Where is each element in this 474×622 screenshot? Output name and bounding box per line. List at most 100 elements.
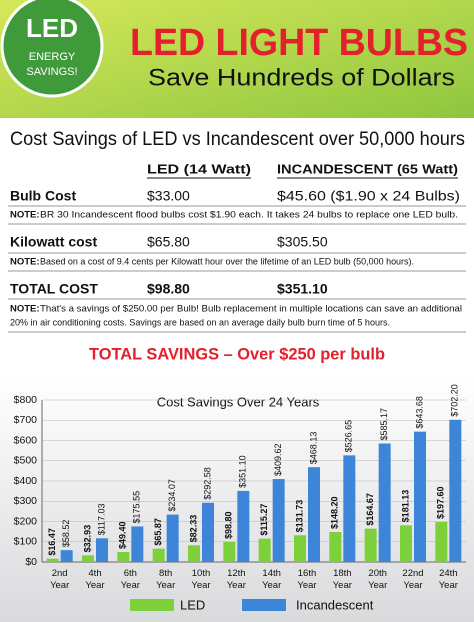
value-label: $148.20 (330, 496, 340, 529)
bar (449, 419, 462, 562)
bar (364, 528, 377, 562)
value-label: $32.93 (82, 525, 92, 553)
x-tick-label: 24th Year (439, 568, 458, 591)
value-label: $702.20 (450, 384, 460, 417)
bar (202, 502, 214, 562)
led-cost: $98.80 (147, 281, 190, 297)
x-tick-label: 16th Year (297, 568, 316, 591)
x-tick-label: 10th Year (191, 568, 210, 591)
y-tick-label: $400 (14, 475, 38, 487)
row-label: Kilowatt cost (10, 234, 97, 250)
value-label: $292.58 (202, 467, 212, 500)
bar (435, 521, 448, 562)
x-tick-label: 8th Year (156, 568, 175, 591)
bar (237, 490, 250, 562)
incandescent-cost: $45.60 ($1.90 x 24 Bulbs) (277, 188, 460, 204)
badge-text: ENERGY (29, 51, 76, 63)
row-label: Bulb Cost (10, 188, 76, 204)
note: 20% in air conditioning costs. Savings a… (10, 318, 390, 329)
value-label: $409.62 (273, 444, 283, 477)
bar (272, 479, 285, 562)
table-title: Cost Savings of LED vs Incandescent over… (10, 129, 465, 150)
value-label: $49.40 (118, 521, 128, 549)
bar (400, 525, 412, 562)
bar (117, 551, 130, 562)
badge-text: SAVINGS! (26, 66, 77, 78)
value-label: $175.55 (132, 491, 142, 524)
y-tick-label: $600 (14, 434, 38, 446)
legend-swatch (242, 599, 286, 611)
bar (223, 541, 236, 562)
x-tick-label: 22nd Year (402, 568, 423, 591)
row-label: TOTAL COST (10, 281, 98, 297)
value-label: $468.13 (308, 432, 318, 465)
value-label: $181.13 (400, 490, 410, 523)
chart: Cost Savings Over 24 Years $0 $100 $200 $30… (14, 384, 466, 612)
value-label: $117.03 (96, 503, 106, 535)
value-label: $82.33 (188, 515, 198, 543)
y-tick-label: $700 (14, 414, 38, 426)
bar (329, 531, 342, 562)
value-label: $58.52 (61, 520, 71, 548)
bar (152, 548, 165, 562)
value-label: $98.80 (224, 511, 234, 539)
incandescent-cost: $305.50 (277, 234, 328, 250)
y-tick-label: $300 (14, 495, 38, 507)
legend-label: Incandescent (296, 597, 374, 612)
value-label: $65.87 (153, 518, 163, 546)
bar (60, 550, 73, 562)
savings-banner: TOTAL SAVINGS – Over $250 per bulb (89, 344, 385, 363)
value-label: $164.67 (365, 493, 375, 526)
x-tick-label: 2nd Year (50, 568, 69, 591)
badge-text: LED (26, 13, 78, 43)
incandescent-cost: $351.10 (277, 281, 328, 297)
subtitle: Save Hundreds of Dollars (148, 64, 455, 91)
y-tick-label: $500 (14, 455, 38, 467)
value-label: $234.07 (167, 479, 177, 512)
legend-label: LED (180, 597, 205, 612)
bar (96, 538, 108, 562)
x-tick-label: 14th Year (262, 568, 281, 591)
note: Based on a cost of 9.4 cents per Kilowat… (40, 257, 414, 268)
led-cost: $33.00 (147, 188, 190, 204)
bar (343, 455, 356, 562)
led-cost: $65.80 (147, 234, 190, 250)
x-tick-label: 6th Year (121, 568, 140, 591)
note-label: NOTE: (10, 257, 40, 268)
bar (294, 535, 306, 562)
value-label: $585.17 (379, 408, 389, 441)
y-tick-label: $100 (14, 536, 38, 548)
bar (82, 555, 94, 562)
bar (414, 431, 426, 562)
x-tick-label: 4th Year (85, 568, 104, 591)
note-label: NOTE: (10, 210, 40, 221)
bar (166, 514, 179, 562)
value-label: $526.65 (344, 420, 354, 453)
bar (308, 467, 320, 562)
x-tick-label: 20th Year (368, 568, 387, 591)
bar (258, 538, 271, 562)
bar (46, 558, 59, 562)
bar (188, 545, 200, 562)
value-label: $131.73 (294, 500, 304, 533)
y-tick-label: $200 (14, 515, 38, 527)
value-label: $197.60 (436, 486, 446, 519)
note: BR 30 Incandescent flood bulbs cost $1.9… (40, 210, 458, 221)
note-label: NOTE: (10, 304, 40, 315)
badge (0, 0, 104, 98)
x-tick-label: 12th Year (227, 568, 246, 591)
title: LED LIGHT BULBS (130, 22, 468, 64)
y-tick-label: $0 (25, 556, 37, 568)
x-tick-label: 18th Year (333, 568, 352, 591)
bar (378, 443, 391, 562)
value-label: $16.47 (47, 528, 57, 556)
column-header: LED (14 Watt) (147, 161, 251, 176)
chart-title: Cost Savings Over 24 Years (157, 394, 320, 409)
y-tick-label: $800 (14, 394, 38, 406)
value-label: $351.10 (238, 455, 248, 488)
note: That's a savings of $250.00 per Bulb! Bu… (40, 304, 462, 315)
value-label: $643.68 (414, 396, 424, 429)
legend-swatch (130, 599, 174, 611)
column-header: INCANDESCENT (65 Watt) (277, 161, 458, 176)
